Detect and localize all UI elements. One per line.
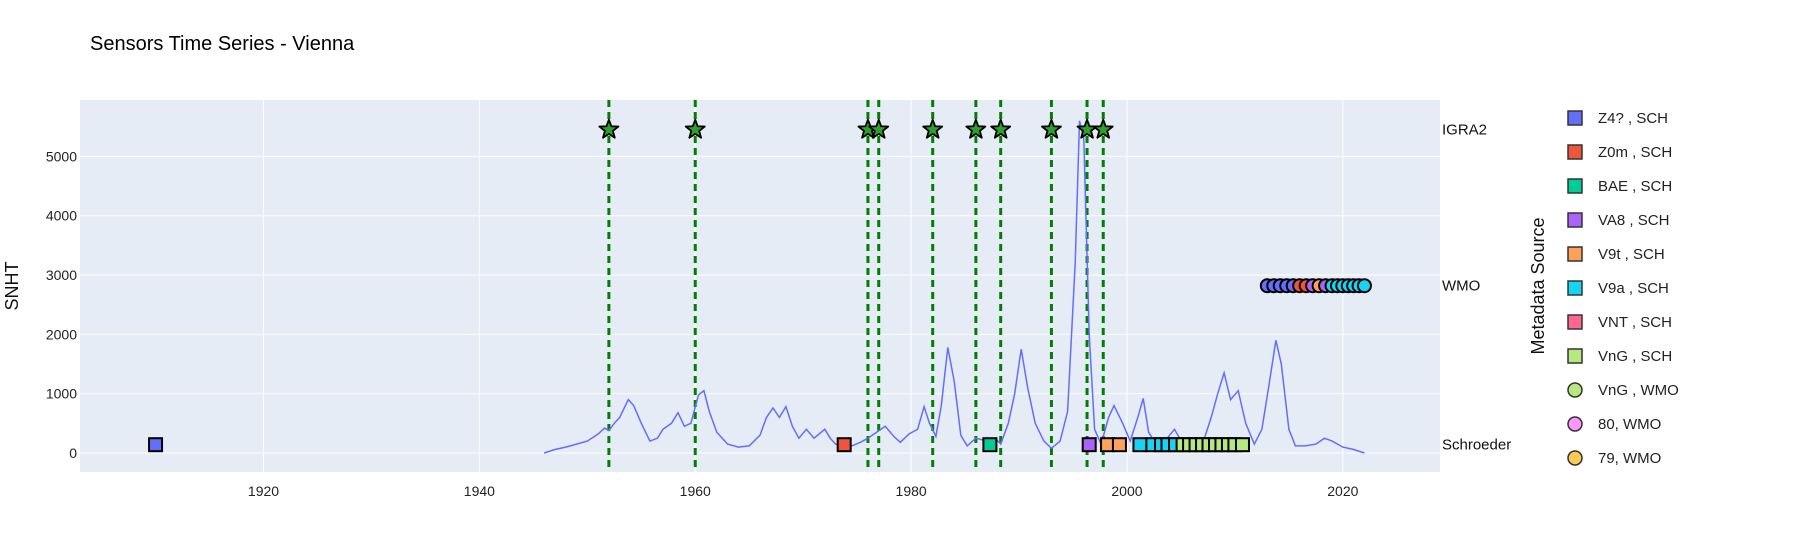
y-tick-label: 3000: [46, 267, 77, 283]
legend-label: VA8 , SCH: [1598, 212, 1669, 229]
igra2-star-marker: [922, 118, 944, 139]
legend-label: 79, WMO: [1598, 450, 1661, 467]
schroeder-marker: [1132, 437, 1148, 453]
legend-label: Z0m , SCH: [1598, 144, 1672, 161]
legend-swatch: [1567, 110, 1583, 126]
wmo-marker: [1356, 278, 1372, 294]
event-markers: [148, 118, 1372, 453]
y-tick-label: 1000: [46, 386, 77, 402]
y-tick-label: 5000: [46, 148, 77, 164]
legend: Z4? , SCH Z0m , SCH BAE , SCH VA8 , SCH V9t …: [1567, 110, 1679, 467]
legend-label: VNT , SCH: [1598, 314, 1672, 331]
legend-swatch: [1567, 246, 1583, 262]
legend-swatch: [1567, 348, 1583, 364]
x-tick-label: 2000: [1111, 483, 1142, 499]
x-tick-label: 1940: [464, 483, 495, 499]
igra2-star-marker: [1092, 118, 1114, 139]
row-label: Schroeder: [1442, 437, 1511, 454]
igra2-star-marker: [965, 118, 987, 139]
schroeder-marker: [1111, 437, 1127, 453]
schroeder-marker: [1081, 437, 1097, 453]
y-axis-title: SNHT: [2, 261, 22, 310]
legend-label: V9a , SCH: [1598, 280, 1669, 297]
schroeder-marker: [982, 437, 998, 453]
legend-swatch: [1567, 144, 1583, 160]
row-label: WMO: [1442, 278, 1480, 295]
legend-label: V9t , SCH: [1598, 246, 1665, 263]
legend-label: 80, WMO: [1598, 416, 1661, 433]
y-tick-label: 2000: [46, 326, 77, 342]
x-axis-ticks: 1920 1940 1960 1980 2000 2020: [248, 483, 1359, 499]
igra2-star-marker: [684, 118, 706, 139]
igra2-star-marker: [868, 118, 890, 139]
igra2-star-marker: [990, 118, 1012, 139]
x-tick-label: 1920: [248, 483, 279, 499]
legend-swatch: [1567, 314, 1583, 330]
y-tick-label: 4000: [46, 208, 77, 224]
x-tick-label: 2020: [1327, 483, 1358, 499]
igra2-star-marker: [1041, 118, 1062, 139]
legend-swatch: [1567, 280, 1583, 296]
grid: [80, 100, 1440, 472]
chart-title: Sensors Time Series - Vienna: [90, 33, 355, 55]
legend-label: VnG , WMO: [1598, 382, 1679, 399]
y-axis-ticks: 0 1000 2000 3000 4000 5000: [46, 148, 77, 461]
x-tick-label: 1980: [896, 483, 927, 499]
legend-swatch: [1567, 416, 1583, 432]
legend-label: BAE , SCH: [1598, 178, 1672, 195]
row-label: IGRA2: [1442, 122, 1487, 139]
y-tick-label: 0: [69, 445, 77, 461]
legend-label: VnG , SCH: [1598, 348, 1672, 365]
x-tick-label: 1960: [680, 483, 711, 499]
legend-swatch: [1567, 382, 1583, 398]
legend-title: Metadata Source: [1528, 217, 1548, 354]
schroeder-marker: [148, 437, 164, 453]
igra2-star-marker: [598, 118, 620, 139]
legend-swatch: [1567, 212, 1583, 228]
igra2-event-lines: [607, 100, 1105, 472]
row-labels: IGRA2 WMO Schroeder: [1442, 122, 1511, 454]
snht-series-line: [543, 120, 1365, 454]
legend-swatch: [1567, 178, 1583, 194]
schroeder-marker: [1234, 437, 1250, 453]
legend-swatch: [1567, 450, 1583, 466]
schroeder-marker: [836, 437, 852, 453]
plot-area: [80, 100, 1440, 472]
legend-label: Z4? , SCH: [1598, 110, 1668, 127]
